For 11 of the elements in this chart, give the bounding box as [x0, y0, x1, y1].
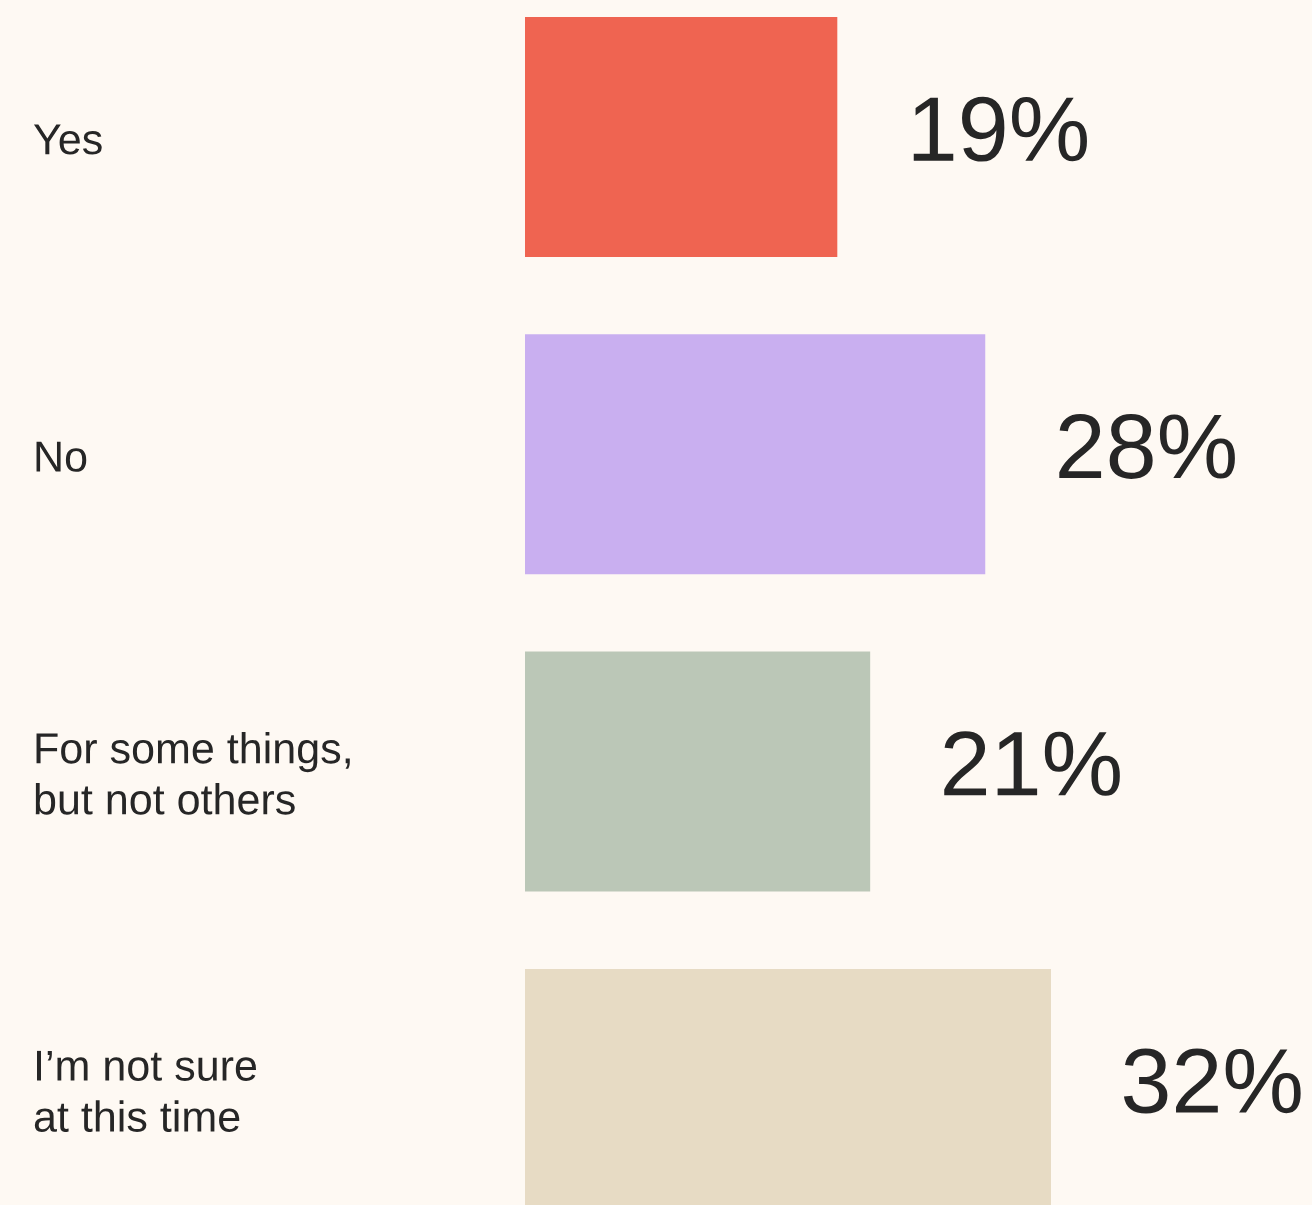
- data-label: 19%: [913, 96, 1087, 162]
- bar: [525, 651, 871, 892]
- bar: [525, 17, 838, 257]
- data-label: 28%: [1059, 414, 1235, 479]
- y-tick-label: I’m not sure at this time: [34, 1050, 257, 1132]
- y-tick-label: For some things, but not others: [35, 732, 350, 815]
- y-tick-label: No: [36, 441, 87, 472]
- y-tick-label: Yes: [33, 124, 102, 155]
- data-label: 21%: [944, 731, 1120, 796]
- bar: [525, 334, 986, 575]
- data-label: 32%: [1123, 1048, 1301, 1114]
